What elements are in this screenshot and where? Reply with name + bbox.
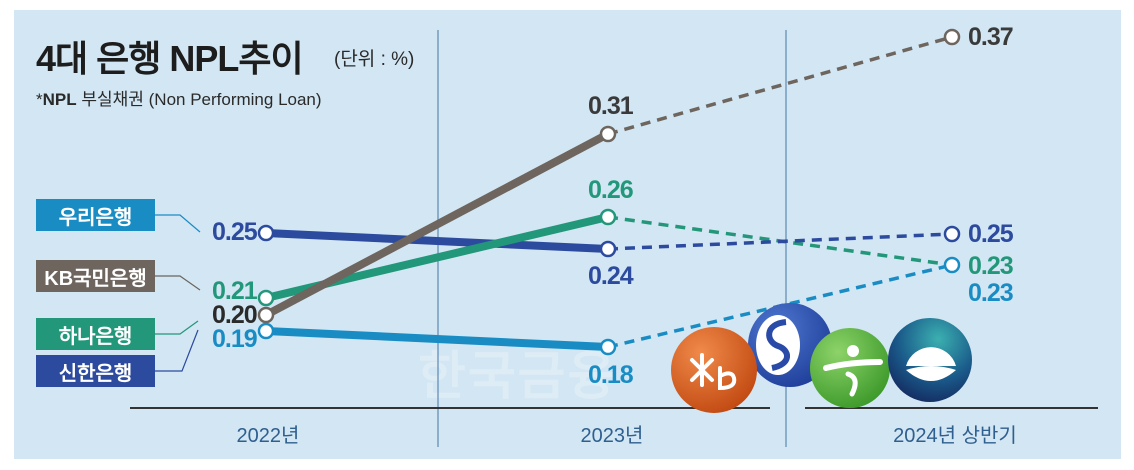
marker xyxy=(257,289,275,307)
connector-kb xyxy=(155,275,201,291)
unit-label: (단위 : %) xyxy=(334,49,415,70)
value-label: 0.18 xyxy=(588,361,634,389)
value-label: 0.20 xyxy=(212,301,258,329)
value-label: 0.31 xyxy=(588,92,634,120)
marker xyxy=(943,225,961,243)
marker xyxy=(943,28,961,46)
shinhan-dashed xyxy=(607,232,953,251)
chart-title: 4대 은행 NPL추이 xyxy=(36,38,304,79)
legend-woori: 우리은행 xyxy=(36,199,155,231)
marker xyxy=(943,256,961,274)
value-label: 0.24 xyxy=(588,262,634,290)
kb-solid xyxy=(264,130,610,319)
hana-logo-icon xyxy=(810,328,890,408)
watermark: 한국금융 xyxy=(418,348,618,406)
x-label-2023: 2023년 xyxy=(580,425,644,447)
x-label-2022: 2022년 xyxy=(236,425,300,447)
subtitle-bold: NPL xyxy=(42,90,77,109)
value-label: 0.25 xyxy=(212,218,258,246)
subtitle-prefix: * xyxy=(36,90,43,109)
marker xyxy=(599,208,617,226)
kb-logo-icon xyxy=(671,327,757,413)
legend-shinhan: 신한은행 xyxy=(36,355,155,387)
connector-woori xyxy=(155,214,201,233)
connector-hana xyxy=(155,320,199,335)
marker xyxy=(599,240,617,258)
legend-kb: KB국민은행 xyxy=(36,260,155,292)
subtitle-rest: 부실채권 (Non Performing Loan) xyxy=(76,90,322,109)
woori-logo-icon xyxy=(888,318,972,402)
marker xyxy=(257,306,275,324)
marker xyxy=(599,338,617,356)
value-label: 0.23 xyxy=(968,279,1014,307)
value-label: 0.23 xyxy=(968,252,1014,280)
marker xyxy=(257,322,275,340)
marker xyxy=(257,224,275,242)
value-label: 0.37 xyxy=(968,23,1014,51)
value-label: 0.26 xyxy=(588,176,634,204)
kb-dashed xyxy=(607,35,953,136)
shinhan-solid xyxy=(265,229,609,253)
value-label: 0.25 xyxy=(968,220,1014,248)
legend-hana: 하나은행 xyxy=(36,318,155,350)
value-label: 0.19 xyxy=(212,325,258,353)
woori-solid xyxy=(265,327,609,351)
subtitle: *NPL 부실채권 (Non Performing Loan) xyxy=(36,85,322,110)
value-label: 0.21 xyxy=(212,277,258,305)
connector-shinhan xyxy=(155,329,199,372)
marker xyxy=(599,125,617,143)
x-label-2024h1: 2024년 상반기 xyxy=(893,425,1017,447)
